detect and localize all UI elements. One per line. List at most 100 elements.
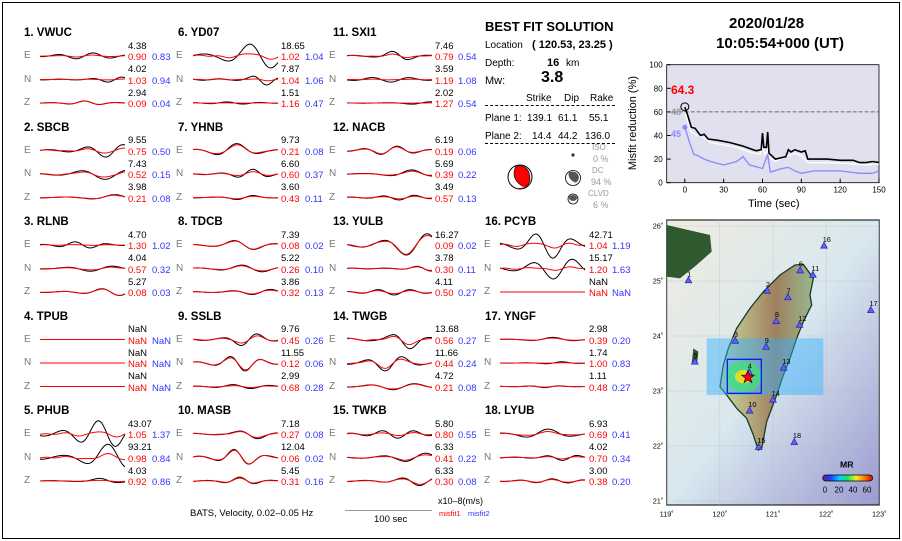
event-time: 10:05:54+000 (UT) xyxy=(716,35,844,52)
component-label: N xyxy=(176,73,184,85)
station-id-label: 7 xyxy=(787,287,791,296)
misfit2-value: 1.63 xyxy=(612,264,631,276)
amplitude-value: 4.02 xyxy=(128,64,147,75)
amplitude-value: 2.98 xyxy=(589,324,608,335)
amplitude-value: 5.69 xyxy=(435,158,454,170)
station-id-label: 12 xyxy=(798,314,806,323)
component-label: N xyxy=(24,357,32,368)
synthetic-waveform xyxy=(39,147,126,154)
misfit1-value: 1.05 xyxy=(128,430,147,441)
misfit2-value: NaN xyxy=(152,382,172,394)
component-label: N xyxy=(484,451,492,463)
synthetic-waveform xyxy=(346,432,433,437)
synthetic-waveform xyxy=(499,456,586,460)
synthetic-waveform xyxy=(192,289,279,295)
amplitude-value: 4.72 xyxy=(435,371,454,382)
misfit2-value: 0.41 xyxy=(612,430,631,441)
component-label: N xyxy=(24,73,32,85)
misfit2-value: 1.19 xyxy=(612,241,631,252)
station-title: 18. LYUB xyxy=(485,405,535,417)
component-label: N xyxy=(24,451,32,463)
synthetic-waveform xyxy=(39,194,126,200)
amplitude-value: 6.93 xyxy=(589,418,608,430)
synthetic-waveform xyxy=(346,383,433,390)
observed-waveform xyxy=(499,233,586,259)
misfit2-value: 0.27 xyxy=(458,335,477,347)
station-triangle-icon xyxy=(795,320,804,328)
misfit1-value: 0.31 xyxy=(281,477,300,488)
component-label: E xyxy=(484,239,491,250)
x-tick-label: 120 xyxy=(833,186,847,195)
x-tick-label: 90 xyxy=(797,186,806,195)
misfit2-value: 1.04 xyxy=(305,52,324,63)
misfit2-value: 1.08 xyxy=(458,75,477,87)
misfit1-value: 0.12 xyxy=(281,359,300,370)
component-label: N xyxy=(329,73,337,85)
data-info: BATS, Velocity, 0.02–0.05 Hz xyxy=(190,508,314,519)
misfit2-value: 0.08 xyxy=(152,193,171,205)
misfit1-value: 0.26 xyxy=(281,264,300,276)
amplitude-value: 7.43 xyxy=(128,158,147,170)
misfit1-value: 0.75 xyxy=(128,146,147,158)
x-tick-label: 30 xyxy=(719,186,728,195)
synthetic-waveform xyxy=(192,53,279,60)
synthetic-waveform xyxy=(39,431,126,438)
misfit1-value: 1.30 xyxy=(128,241,147,252)
misfit2-value: NaN xyxy=(152,359,172,370)
series-black-line xyxy=(684,106,880,164)
component-label: Z xyxy=(329,380,336,392)
misfit1-value: 0.60 xyxy=(281,170,300,181)
synthetic-waveform xyxy=(346,478,433,485)
station-triangle-icon xyxy=(762,342,770,350)
misfit1-value: 1.16 xyxy=(281,99,300,110)
synthetic-waveform xyxy=(39,244,126,246)
component-label: Z xyxy=(176,191,183,203)
lon-tick-label: 123˚ xyxy=(872,510,887,519)
depth-value: 16 xyxy=(547,57,560,69)
station-title: 11. SXI1 xyxy=(333,27,377,39)
station-id-label: 13 xyxy=(782,357,790,366)
station-triangle-icon xyxy=(808,270,817,278)
component-label: N xyxy=(176,451,184,463)
y-tick-label: 80 xyxy=(654,84,663,93)
plane2-strike: 14.4 xyxy=(532,131,552,142)
component-label: Z xyxy=(24,191,31,203)
clvd-value: 6 % xyxy=(593,200,609,210)
component-label: E xyxy=(24,144,31,156)
station-id-label: 8 xyxy=(775,310,779,319)
misfit2-value: 0.08 xyxy=(305,146,324,158)
component-label: Z xyxy=(329,286,336,297)
misfit2-value: 0.22 xyxy=(458,170,477,181)
misfit2-value: 0.34 xyxy=(612,453,631,465)
synthetic-waveform xyxy=(192,431,279,438)
misfit2-value: 0.02 xyxy=(305,453,324,465)
lat-tick-label: 25˚ xyxy=(653,277,664,286)
amplitude-value: 1.74 xyxy=(589,347,608,359)
component-label: Z xyxy=(329,475,336,486)
synthetic-waveform xyxy=(499,242,586,249)
amplitude-value: 3.59 xyxy=(435,64,454,75)
misfit2-value: 0.02 xyxy=(458,241,477,252)
station-id-label: 6 xyxy=(799,260,803,269)
amplitude-value: 3.60 xyxy=(281,182,300,193)
misfit1-value: 1.02 xyxy=(281,52,300,63)
plane1-rake: 55.1 xyxy=(589,113,609,124)
amplitude-value: 4.03 xyxy=(128,465,147,477)
misfit2-value: 0.06 xyxy=(458,146,477,158)
station-id-label: 14 xyxy=(772,389,780,398)
misfit1-value: 1.03 xyxy=(128,75,147,87)
y-tick-label: 100 xyxy=(649,61,663,70)
misfit1-value: 0.19 xyxy=(435,146,454,158)
misfit2-value: 0.20 xyxy=(612,477,631,488)
plot-area xyxy=(666,64,880,184)
misfit2-value: 0.54 xyxy=(458,52,477,63)
station-title: 16. PCYB xyxy=(485,216,537,228)
observed-waveform xyxy=(40,443,126,468)
colorbar-label: 40 xyxy=(849,485,858,494)
misfit2-value: 0.16 xyxy=(305,477,324,488)
misfit1-value: 0.48 xyxy=(589,382,608,394)
component-label: N xyxy=(329,451,337,463)
misfit2-value: 0.03 xyxy=(152,288,171,299)
synthetic-waveform xyxy=(39,78,126,81)
misfit2-value: 0.27 xyxy=(458,288,477,299)
